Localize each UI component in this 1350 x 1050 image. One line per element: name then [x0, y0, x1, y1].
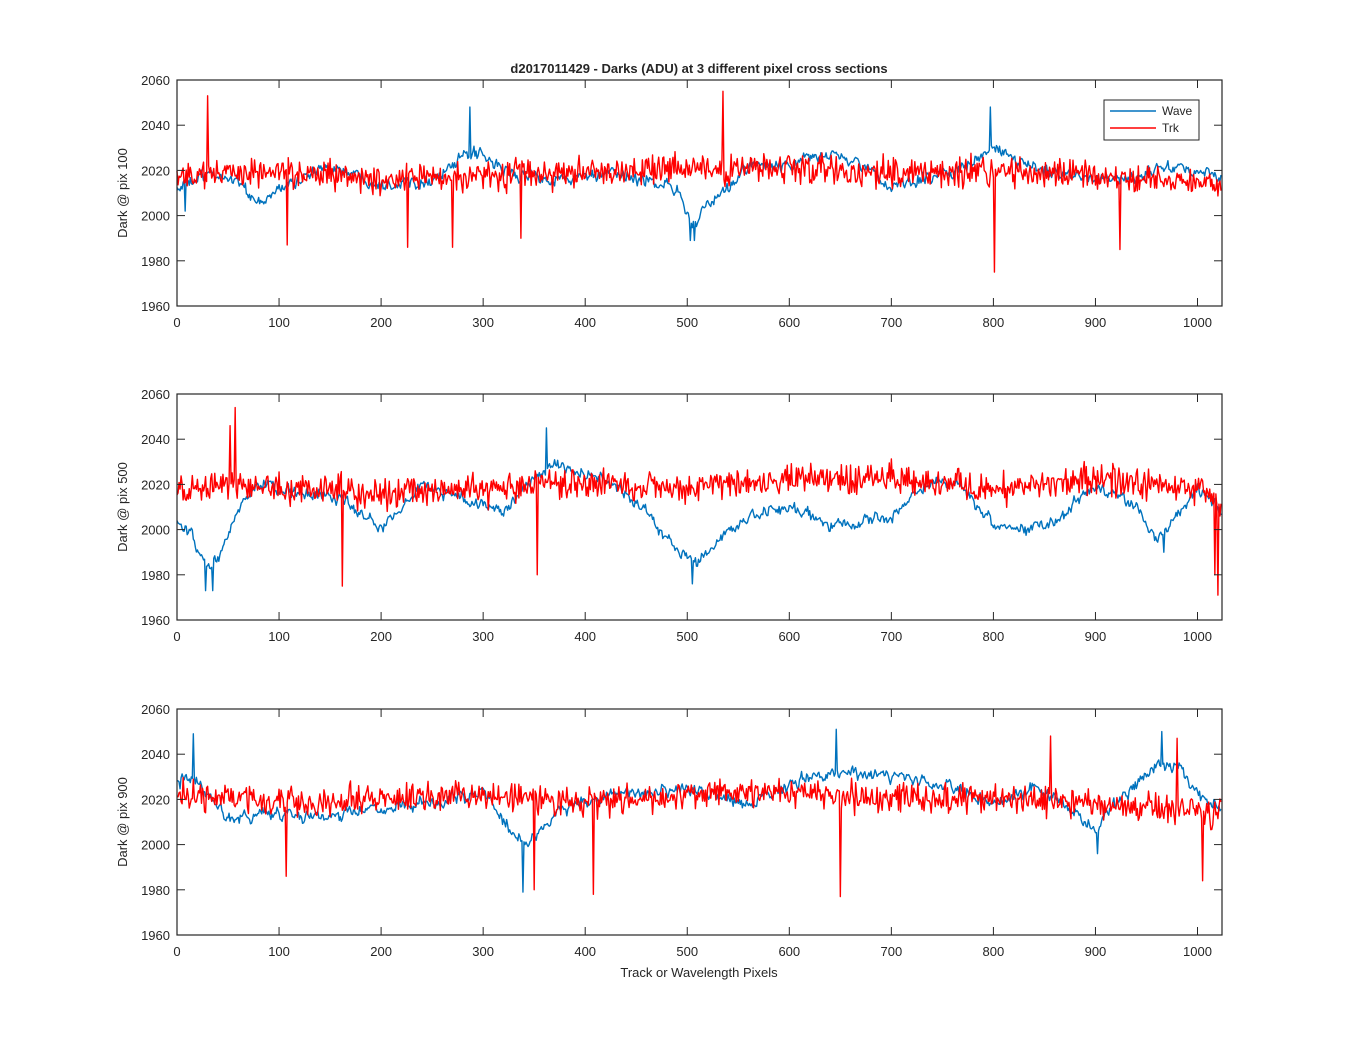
x-tick-label: 400: [574, 944, 596, 959]
y-tick-label: 2060: [141, 702, 170, 717]
legend-label-wave: Wave: [1162, 104, 1193, 118]
x-tick-label: 1000: [1183, 315, 1212, 330]
x-tick-label: 700: [881, 944, 903, 959]
y-tick-label: 2000: [141, 209, 170, 224]
x-tick-label: 600: [778, 629, 800, 644]
x-tick-label: 500: [676, 629, 698, 644]
x-tick-label: 0: [173, 629, 180, 644]
x-axis-label: Track or Wavelength Pixels: [620, 965, 778, 980]
y-tick-label: 2040: [141, 747, 170, 762]
legend: Wave Trk: [1103, 99, 1200, 141]
y-axis-label: Dark @ pix 900: [115, 777, 130, 867]
x-tick-label: 1000: [1183, 629, 1212, 644]
y-tick-label: 2000: [141, 523, 170, 538]
axes-box: [176, 708, 1223, 936]
x-tick-label: 800: [983, 629, 1005, 644]
y-tick-label: 2040: [141, 118, 170, 133]
axes-box: [176, 393, 1223, 621]
x-tick-label: 900: [1085, 315, 1107, 330]
x-tick-label: 700: [881, 629, 903, 644]
y-tick-label: 1980: [141, 254, 170, 269]
subplot-3: 0 100 200 300 400 500 600 700 800 900 1000 1960 1980…: [115, 702, 1223, 959]
x-tick-label: 900: [1085, 629, 1107, 644]
y-tick-label: 1960: [141, 299, 170, 314]
x-tick-label: 900: [1085, 944, 1107, 959]
x-tick-label: 0: [173, 944, 180, 959]
figure-title: d2017011429 - Darks (ADU) at 3 different…: [510, 61, 887, 76]
subplot-1: 0 100 200 300 400 500 600 700 800 900 1000 1960 1980…: [115, 73, 1223, 330]
x-tick-label: 300: [472, 629, 494, 644]
x-tick-label: 200: [370, 944, 392, 959]
x-tick-label: 400: [574, 629, 596, 644]
x-tick-label: 600: [778, 315, 800, 330]
axes-box: [176, 79, 1223, 307]
series-line-wave: [176, 106, 1222, 242]
y-tick-label: 1960: [141, 928, 170, 943]
y-tick-label: 2040: [141, 432, 170, 447]
x-tick-label: 600: [778, 944, 800, 959]
x-tick-label: 500: [676, 315, 698, 330]
x-tick-label: 200: [370, 629, 392, 644]
series-line-trk: [176, 90, 1222, 273]
subplots-container: 0 100 200 300 400 500 600 700 800 900 100019601980…: [115, 73, 1223, 959]
series-line-trk: [176, 406, 1222, 596]
y-tick-label: 2000: [141, 838, 170, 853]
y-axis-label: Dark @ pix 500: [115, 462, 130, 552]
y-tick-label: 2060: [141, 73, 170, 88]
legend-box: [1103, 99, 1200, 141]
subplot-2: 0 100 200 300 400 500 600 700 800 900 1000 1960 1980…: [115, 387, 1223, 644]
y-tick-label: 1960: [141, 613, 170, 628]
x-tick-label: 300: [472, 315, 494, 330]
x-tick-label: 300: [472, 944, 494, 959]
y-tick-label: 1980: [141, 883, 170, 898]
x-tick-label: 1000: [1183, 944, 1212, 959]
series-line-wave: [176, 427, 1222, 592]
x-tick-label: 100: [268, 629, 290, 644]
y-tick-label: 2060: [141, 387, 170, 402]
y-tick-label: 2020: [141, 477, 170, 492]
x-tick-label: 800: [983, 944, 1005, 959]
x-tick-label: 400: [574, 315, 596, 330]
x-tick-label: 200: [370, 315, 392, 330]
x-tick-label: 800: [983, 315, 1005, 330]
y-tick-label: 2020: [141, 163, 170, 178]
y-tick-label: 1980: [141, 568, 170, 583]
series-line-trk: [176, 735, 1222, 898]
legend-label-trk: Trk: [1162, 121, 1180, 135]
x-tick-label: 100: [268, 944, 290, 959]
x-tick-label: 500: [676, 944, 698, 959]
x-tick-label: 700: [881, 315, 903, 330]
y-axis-label: Dark @ pix 100: [115, 148, 130, 238]
x-tick-label: 0: [173, 315, 180, 330]
x-tick-label: 100: [268, 315, 290, 330]
y-tick-label: 2020: [141, 792, 170, 807]
series-line-wave: [176, 728, 1222, 893]
